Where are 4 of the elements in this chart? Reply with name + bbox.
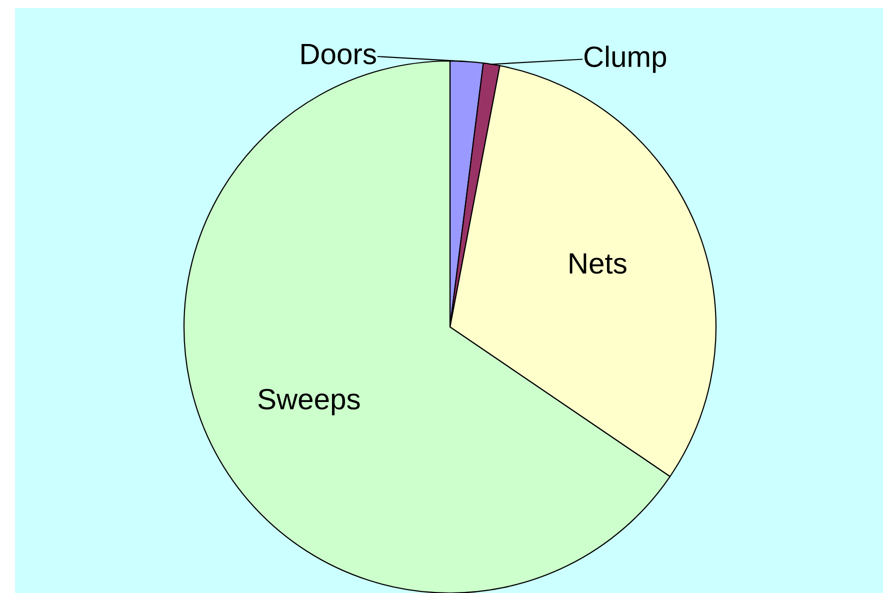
slice-label: Sweeps: [258, 388, 360, 416]
slice-label: Clump: [584, 46, 666, 73]
slice-label: Doors: [302, 44, 376, 64]
slice-label: Nets: [570, 253, 626, 274]
